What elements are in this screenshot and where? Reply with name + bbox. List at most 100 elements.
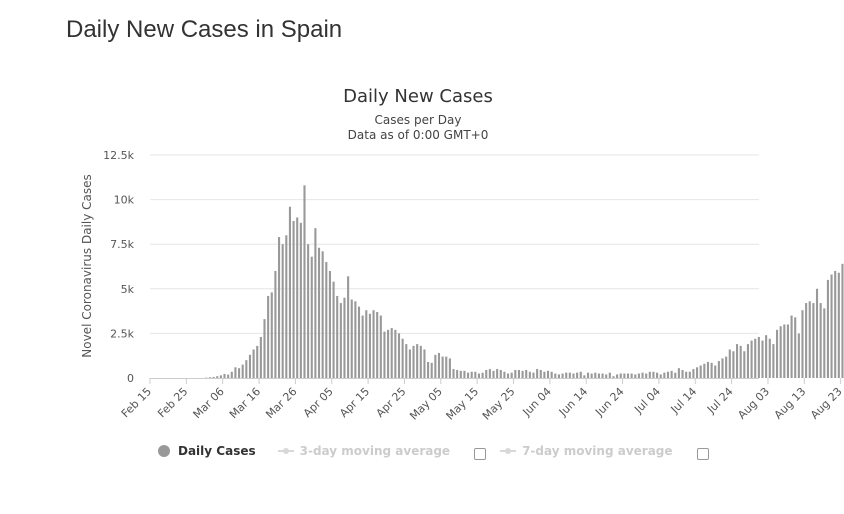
bar[interactable] xyxy=(703,363,706,378)
bar[interactable] xyxy=(812,303,815,378)
bar[interactable] xyxy=(779,326,782,378)
bar[interactable] xyxy=(677,368,680,378)
bar[interactable] xyxy=(401,338,404,378)
legend-item-7day-average[interactable]: 7-day moving average xyxy=(500,442,709,460)
bar[interactable] xyxy=(416,344,419,378)
bar[interactable] xyxy=(252,349,255,378)
bar[interactable] xyxy=(510,372,513,378)
bar[interactable] xyxy=(830,274,833,378)
bar[interactable] xyxy=(485,369,488,378)
bar[interactable] xyxy=(801,310,804,378)
bar[interactable] xyxy=(670,370,673,378)
bar[interactable] xyxy=(739,345,742,378)
bar[interactable] xyxy=(452,369,455,378)
bar[interactable] xyxy=(390,328,393,378)
bar[interactable] xyxy=(692,369,695,378)
bar[interactable] xyxy=(456,369,459,378)
bar[interactable] xyxy=(394,329,397,378)
bar[interactable] xyxy=(765,335,768,378)
bar[interactable] xyxy=(768,338,771,378)
bar[interactable] xyxy=(728,349,731,378)
bar[interactable] xyxy=(357,306,361,378)
bar[interactable] xyxy=(590,373,593,378)
bar[interactable] xyxy=(583,375,586,378)
bar[interactable] xyxy=(645,373,648,378)
bar[interactable] xyxy=(648,371,651,378)
bar[interactable] xyxy=(361,315,364,378)
bar[interactable] xyxy=(459,370,462,378)
bar[interactable] xyxy=(550,371,553,378)
bar[interactable] xyxy=(347,276,350,378)
bar[interactable] xyxy=(754,338,757,378)
bar[interactable] xyxy=(750,340,753,378)
bar[interactable] xyxy=(561,373,564,378)
bar[interactable] xyxy=(234,367,237,378)
bar[interactable] xyxy=(554,373,557,378)
bar[interactable] xyxy=(543,371,546,378)
bar[interactable] xyxy=(568,372,571,378)
bar[interactable] xyxy=(525,369,528,378)
bar[interactable] xyxy=(463,370,466,378)
bar[interactable] xyxy=(405,344,408,378)
bar[interactable] xyxy=(517,369,520,378)
bar[interactable] xyxy=(339,303,342,378)
bar[interactable] xyxy=(601,373,604,378)
bar[interactable] xyxy=(307,244,310,378)
bar[interactable] xyxy=(608,372,611,378)
bar[interactable] xyxy=(557,374,560,378)
bar[interactable] xyxy=(241,364,244,378)
bar[interactable] xyxy=(427,361,430,378)
bar[interactable] xyxy=(270,292,273,378)
bar[interactable] xyxy=(499,369,502,378)
bar[interactable] xyxy=(343,297,346,378)
bar[interactable] xyxy=(790,315,793,378)
bar[interactable] xyxy=(474,371,477,378)
bar[interactable] xyxy=(797,333,800,378)
bar[interactable] xyxy=(565,372,568,378)
bar[interactable] xyxy=(470,371,473,378)
bar[interactable] xyxy=(503,371,506,378)
bar[interactable] xyxy=(656,372,659,378)
bar-series-daily-cases[interactable] xyxy=(198,185,844,378)
bar[interactable] xyxy=(710,362,713,378)
bar[interactable] xyxy=(328,270,331,378)
bar[interactable] xyxy=(437,353,441,378)
bar[interactable] xyxy=(288,206,291,378)
bar[interactable] xyxy=(536,369,539,378)
bar[interactable] xyxy=(310,256,313,378)
bar[interactable] xyxy=(743,351,746,378)
bar[interactable] xyxy=(659,374,662,378)
bar[interactable] xyxy=(594,372,597,378)
bar[interactable] xyxy=(688,371,691,378)
bar[interactable] xyxy=(277,237,281,378)
bar[interactable] xyxy=(794,317,797,378)
bar[interactable] xyxy=(238,368,241,378)
bar[interactable] xyxy=(350,299,353,379)
bar[interactable] xyxy=(430,362,433,378)
bar[interactable] xyxy=(477,373,481,378)
bar[interactable] xyxy=(826,279,829,378)
bar[interactable] xyxy=(714,365,717,378)
bar[interactable] xyxy=(263,319,266,378)
bar[interactable] xyxy=(521,370,524,378)
bar[interactable] xyxy=(387,329,390,378)
bar[interactable] xyxy=(783,324,786,378)
bar[interactable] xyxy=(372,310,375,378)
bar[interactable] xyxy=(368,313,371,378)
bar[interactable] xyxy=(383,331,386,378)
bar[interactable] xyxy=(732,351,735,378)
bar[interactable] xyxy=(619,373,622,378)
legend-item-daily-cases[interactable]: Daily Cases xyxy=(158,444,256,458)
bar[interactable] xyxy=(641,372,644,378)
bar[interactable] xyxy=(834,270,837,378)
bar[interactable] xyxy=(325,262,328,378)
bar[interactable] xyxy=(757,336,760,378)
legend-checkbox-7day[interactable] xyxy=(696,448,709,460)
legend-checkbox-3day[interactable] xyxy=(474,448,487,460)
bar[interactable] xyxy=(837,272,840,378)
bar[interactable] xyxy=(467,372,470,378)
bar[interactable] xyxy=(296,217,299,378)
bar[interactable] xyxy=(576,372,579,378)
bar[interactable] xyxy=(292,221,295,378)
bar[interactable] xyxy=(539,369,542,378)
